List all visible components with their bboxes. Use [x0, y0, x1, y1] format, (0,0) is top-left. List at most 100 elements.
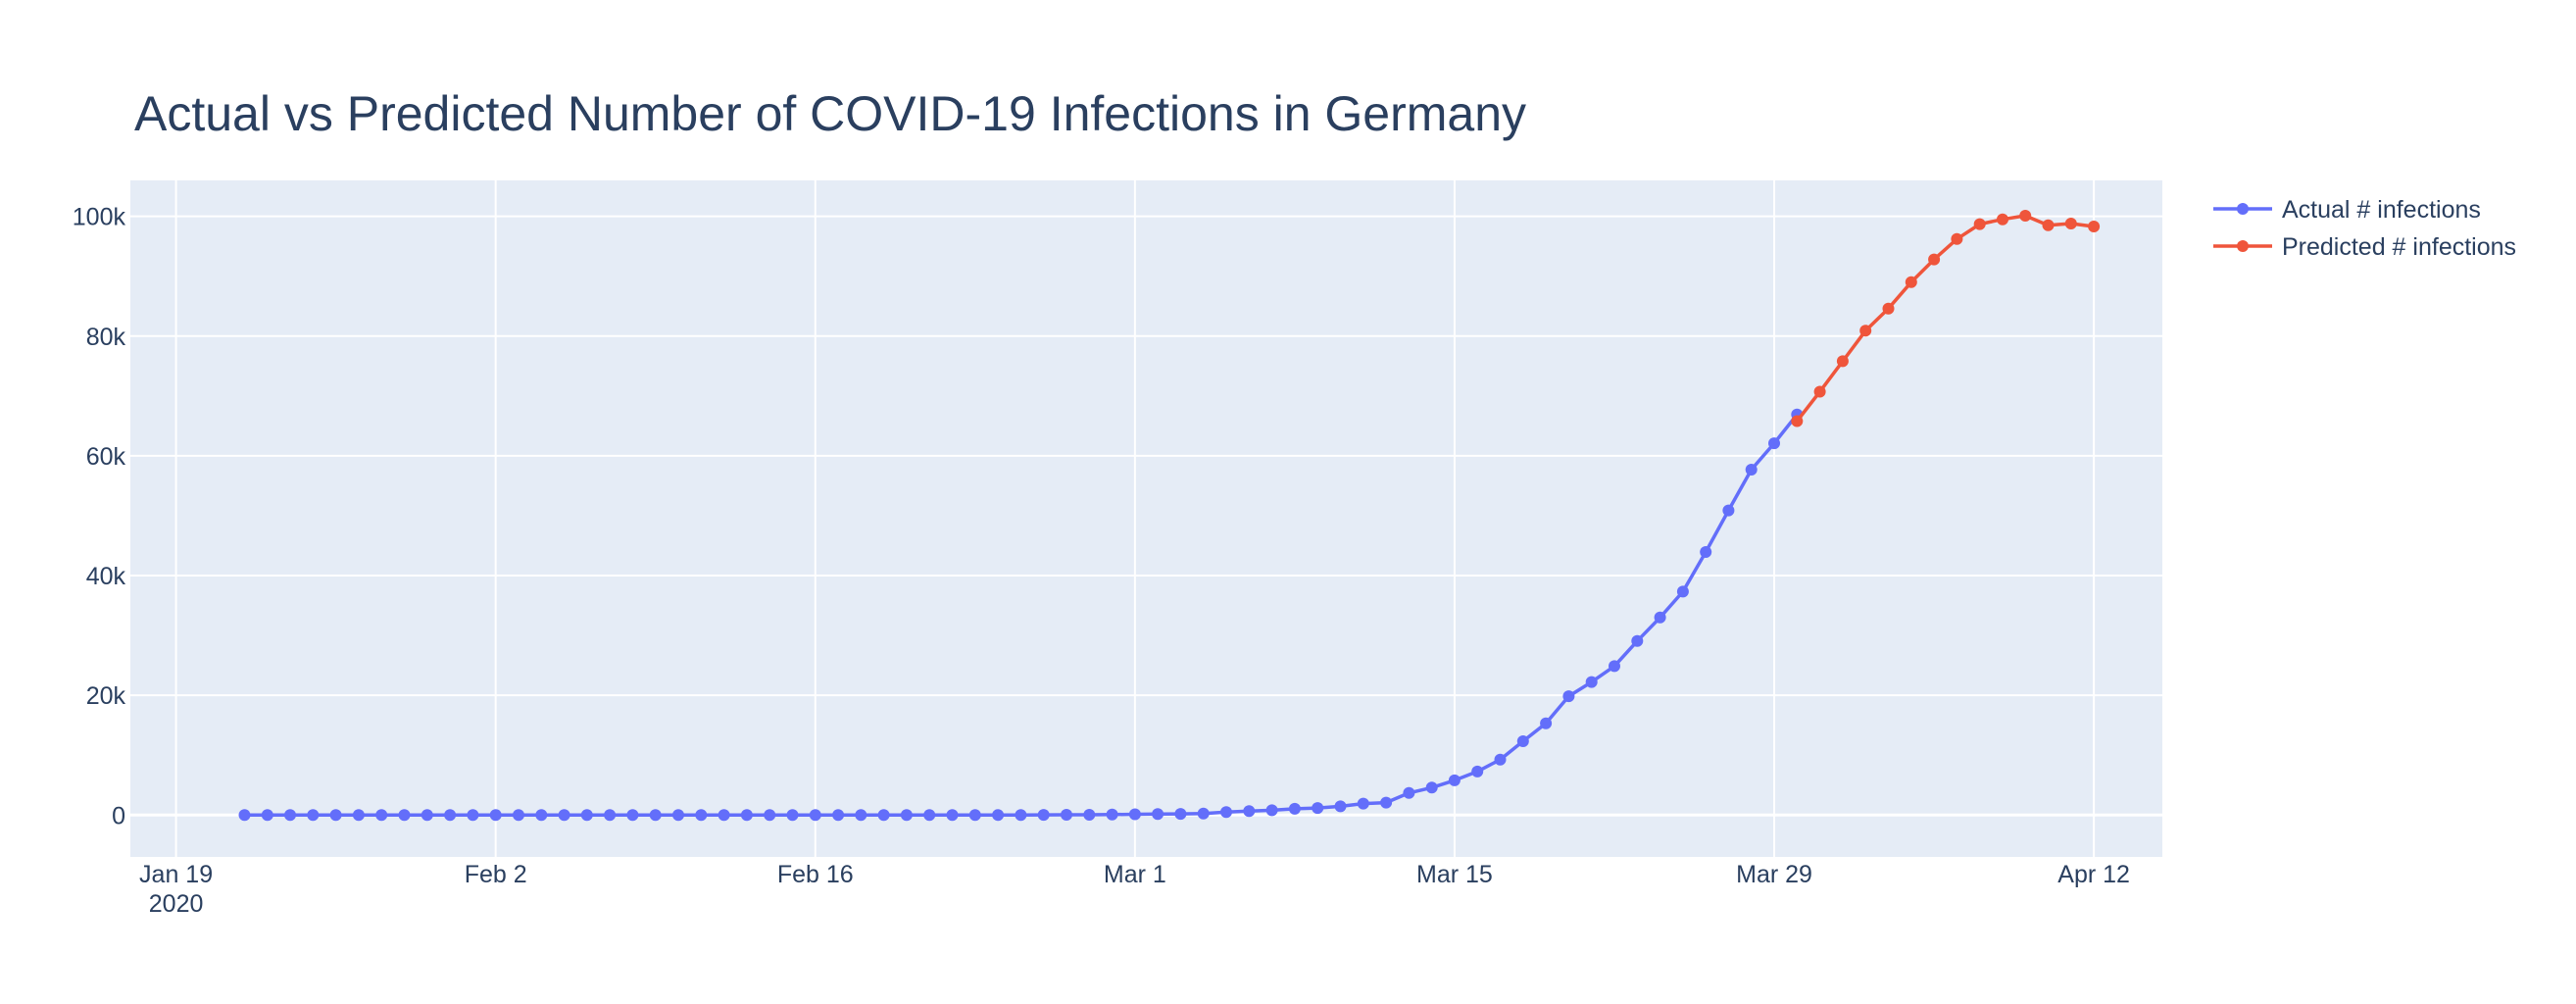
- data-point[interactable]: [1997, 213, 2008, 226]
- data-point[interactable]: [809, 809, 821, 822]
- x-tick-label: Mar 1: [1104, 861, 1166, 888]
- data-point[interactable]: [900, 809, 913, 822]
- y-tick-label: 40k: [86, 563, 126, 590]
- data-point[interactable]: [1654, 611, 1666, 624]
- data-point[interactable]: [1928, 253, 1941, 266]
- data-point[interactable]: [832, 809, 845, 822]
- data-point[interactable]: [1859, 325, 1872, 337]
- data-point[interactable]: [1083, 809, 1096, 821]
- data-point[interactable]: [1722, 504, 1735, 517]
- data-point[interactable]: [1700, 546, 1712, 558]
- data-point[interactable]: [1540, 717, 1553, 729]
- data-point[interactable]: [649, 809, 662, 822]
- data-point[interactable]: [695, 809, 708, 822]
- data-point[interactable]: [1973, 218, 1986, 230]
- y-tick-label: 20k: [86, 682, 126, 710]
- data-point[interactable]: [375, 809, 388, 822]
- data-point[interactable]: [1951, 232, 1963, 245]
- data-point[interactable]: [992, 809, 1005, 822]
- data-point[interactable]: [307, 809, 320, 822]
- data-point[interactable]: [1403, 786, 1415, 799]
- data-point[interactable]: [1061, 809, 1072, 821]
- data-point[interactable]: [1174, 808, 1187, 821]
- data-point[interactable]: [467, 809, 479, 822]
- data-point[interactable]: [1128, 808, 1141, 821]
- data-point[interactable]: [1380, 796, 1393, 809]
- data-point[interactable]: [1791, 415, 1804, 427]
- data-point[interactable]: [421, 809, 433, 822]
- data-point[interactable]: [1243, 805, 1256, 818]
- data-point[interactable]: [1357, 797, 1369, 810]
- data-point[interactable]: [1288, 802, 1301, 815]
- data-point[interactable]: [580, 809, 593, 822]
- data-point[interactable]: [1562, 690, 1575, 703]
- data-point[interactable]: [855, 809, 867, 822]
- data-point[interactable]: [1425, 781, 1438, 794]
- data-point[interactable]: [1768, 437, 1780, 450]
- data-point[interactable]: [1676, 585, 1689, 598]
- data-point[interactable]: [2042, 219, 2055, 231]
- data-point[interactable]: [786, 809, 799, 822]
- data-point[interactable]: [1265, 804, 1278, 817]
- data-point[interactable]: [1745, 464, 1758, 476]
- data-point[interactable]: [718, 809, 730, 822]
- x-tick-label: Mar 29: [1736, 861, 1812, 888]
- data-point[interactable]: [1152, 808, 1164, 821]
- legend[interactable]: Actual # infections Predicted # infection…: [2213, 196, 2516, 261]
- data-point[interactable]: [604, 809, 617, 822]
- data-point[interactable]: [1220, 806, 1232, 819]
- data-point[interactable]: [1631, 634, 1644, 647]
- data-point[interactable]: [444, 809, 457, 822]
- legend-label: Actual # infections: [2282, 196, 2481, 224]
- data-point[interactable]: [626, 809, 639, 822]
- data-point[interactable]: [672, 809, 684, 822]
- data-point[interactable]: [238, 809, 251, 822]
- data-point[interactable]: [764, 809, 776, 822]
- data-point[interactable]: [1813, 385, 1826, 398]
- data-point[interactable]: [2019, 210, 2032, 222]
- data-point[interactable]: [1037, 809, 1050, 822]
- legend-item[interactable]: Predicted # infections: [2213, 233, 2516, 261]
- data-point[interactable]: [489, 809, 502, 822]
- data-point[interactable]: [398, 809, 411, 822]
- x-tick-label: Apr 12: [2057, 861, 2130, 888]
- data-point[interactable]: [2064, 218, 2077, 229]
- data-point[interactable]: [1471, 765, 1484, 778]
- series-layer: [238, 210, 2101, 822]
- data-point[interactable]: [284, 809, 296, 822]
- data-point[interactable]: [1609, 660, 1620, 673]
- data-point[interactable]: [558, 809, 570, 822]
- legend-item[interactable]: Actual # infections: [2213, 196, 2481, 224]
- data-point[interactable]: [2088, 221, 2101, 232]
- data-point[interactable]: [923, 809, 936, 822]
- data-point[interactable]: [535, 809, 548, 822]
- data-point[interactable]: [946, 809, 959, 822]
- data-point[interactable]: [740, 809, 753, 822]
- data-point[interactable]: [1197, 807, 1210, 820]
- chart-title: Actual vs Predicted Number of COVID-19 I…: [134, 86, 1526, 141]
- data-point[interactable]: [1836, 355, 1849, 368]
- data-point[interactable]: [1448, 774, 1461, 786]
- data-point[interactable]: [329, 809, 342, 822]
- y-tick-label: 0: [112, 802, 125, 829]
- data-point[interactable]: [1106, 808, 1118, 821]
- series-actual: [238, 408, 1804, 822]
- x-tick-label: Feb 2: [465, 861, 527, 888]
- data-point[interactable]: [1312, 802, 1324, 815]
- y-tick-label: 100k: [73, 204, 126, 231]
- data-point[interactable]: [352, 809, 365, 822]
- x-tick-label: Mar 15: [1416, 861, 1493, 888]
- data-point[interactable]: [1015, 809, 1027, 822]
- data-point[interactable]: [968, 809, 981, 822]
- data-point[interactable]: [513, 809, 524, 822]
- data-point[interactable]: [1334, 800, 1347, 813]
- data-point[interactable]: [1494, 753, 1507, 766]
- data-point[interactable]: [1882, 302, 1895, 315]
- data-point[interactable]: [1905, 276, 1917, 288]
- data-point[interactable]: [1585, 676, 1598, 688]
- data-point[interactable]: [1516, 735, 1529, 747]
- y-axis-tick-labels: 0 20k 40k 60k 80k 100k: [73, 204, 126, 830]
- data-point[interactable]: [877, 809, 890, 822]
- data-point[interactable]: [261, 809, 273, 822]
